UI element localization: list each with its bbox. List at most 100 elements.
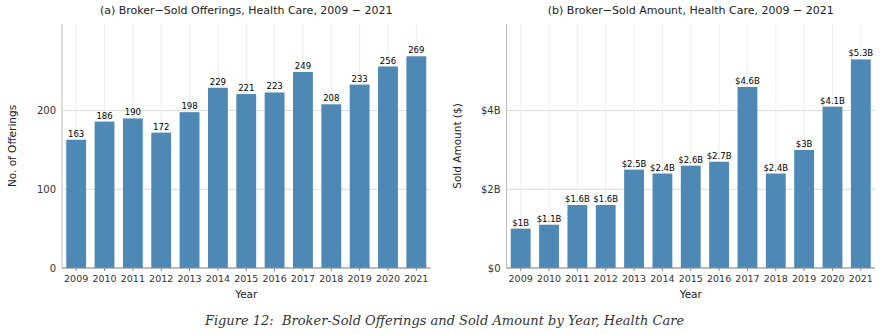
bar: [151, 133, 171, 268]
data-label: 172: [153, 122, 169, 132]
data-label: 221: [238, 83, 254, 93]
bar: [95, 122, 115, 268]
y-tick-label: 0: [50, 263, 56, 274]
x-tick-label: 2021: [849, 273, 873, 284]
x-tick-label: 2014: [650, 273, 674, 284]
x-tick-label: 2013: [177, 273, 201, 284]
caption: Figure 12: Broker-Sold Offerings and Sol…: [204, 313, 685, 328]
title: (b) Broker−Sold Amount, Health Care, 200…: [548, 4, 834, 17]
bar: [350, 85, 370, 268]
bar: [321, 104, 341, 268]
x-tick: [662, 268, 663, 271]
x-tick-label: 2015: [234, 273, 258, 284]
bar: [766, 174, 786, 268]
x-tick: [832, 268, 833, 271]
data-label: 223: [266, 81, 282, 91]
x-tick-label: 2016: [707, 273, 731, 284]
bar: [66, 140, 86, 268]
y-axis-line: [62, 24, 63, 268]
bar: [851, 59, 871, 268]
x-tick-label: 2011: [565, 273, 589, 284]
x-tick: [189, 268, 190, 271]
y-axis-label: No. of Offerings: [6, 105, 18, 187]
y-axis-line: [506, 24, 507, 268]
x-tick: [860, 268, 861, 271]
x-tick: [719, 268, 720, 271]
data-label: 249: [295, 61, 311, 71]
bar: [624, 170, 644, 268]
x-tick: [775, 268, 776, 271]
x-tick: [132, 268, 133, 271]
data-label: 190: [125, 107, 141, 117]
data-label: 233: [352, 74, 368, 84]
x-tick-label: 2011: [121, 273, 145, 284]
x-tick: [634, 268, 635, 271]
x-tick-label: 2009: [64, 273, 88, 284]
x-tick-label: 2014: [206, 273, 230, 284]
x-tick-label: 2019: [348, 273, 372, 284]
x-axis-label: Year: [679, 288, 703, 300]
data-label: $2.5B: [622, 159, 647, 169]
bar: [180, 112, 200, 268]
x-tick-label: 2017: [291, 273, 315, 284]
data-label: $2.4B: [763, 163, 788, 173]
x-tick-label: 2018: [764, 273, 788, 284]
bar: [596, 205, 616, 268]
data-label: 269: [408, 45, 424, 55]
x-tick-label: 2019: [792, 273, 816, 284]
data-label: 256: [380, 56, 396, 66]
y-tick-label: $0: [488, 263, 501, 274]
x-tick: [605, 268, 606, 271]
bar: [539, 225, 559, 268]
data-label: $1.1B: [537, 214, 562, 224]
x-tick: [76, 268, 77, 271]
panel: 0100200200920102011201220132014201520162…: [6, 4, 431, 300]
bar: [511, 229, 531, 268]
bar: [738, 87, 758, 268]
bar: [236, 94, 256, 268]
data-label: $4.6B: [735, 76, 760, 86]
x-tick-label: 2010: [92, 273, 116, 284]
bar: [681, 166, 701, 268]
chart-root: 0 100 200 2009 2010 2011 2012 2013 2014 2015 2016 2…: [0, 0, 889, 334]
data-label: $2.4B: [650, 163, 675, 173]
data-label: 229: [210, 77, 226, 87]
x-tick: [359, 268, 360, 271]
data-label: $3B: [796, 139, 813, 149]
panel: $0$2B$4B20092010201120122013201420152016…: [451, 4, 876, 300]
x-tick: [246, 268, 247, 271]
x-tick: [302, 268, 303, 271]
data-label: $4.1B: [820, 96, 845, 106]
bars: [66, 56, 426, 268]
data-label: $1.6B: [593, 194, 618, 204]
x-tick: [577, 268, 578, 271]
y-tick-label: 100: [37, 184, 56, 195]
data-label: $1.6B: [565, 194, 590, 204]
x-tick-label: 2020: [376, 273, 400, 284]
x-tick-label: 2016: [263, 273, 287, 284]
bar: [794, 150, 814, 268]
y-tick-label: 200: [37, 105, 56, 116]
x-tick-label: 2012: [594, 273, 618, 284]
x-tick: [549, 268, 550, 271]
x-tick-label: 2010: [537, 273, 561, 284]
x-tick-label: 2018: [319, 273, 343, 284]
data-label: $2.6B: [678, 155, 703, 165]
data-label: 163: [68, 129, 84, 139]
x-tick-label: 2020: [820, 273, 844, 284]
x-tick: [520, 268, 521, 271]
x-tick: [161, 268, 162, 271]
bar: [378, 67, 398, 268]
x-tick: [690, 268, 691, 271]
x-tick: [104, 268, 105, 271]
data-label: 186: [96, 111, 112, 121]
y-tick-label: $2B: [481, 184, 501, 195]
x-tick: [747, 268, 748, 271]
x-tick: [274, 268, 275, 271]
x-tick-label: 2009: [509, 273, 533, 284]
bar: [406, 56, 426, 268]
x-tick: [416, 268, 417, 271]
data-label: 198: [181, 101, 197, 111]
x-tick-label: 2017: [735, 273, 759, 284]
y-axis-label: Sold Amount ($): [451, 103, 463, 188]
